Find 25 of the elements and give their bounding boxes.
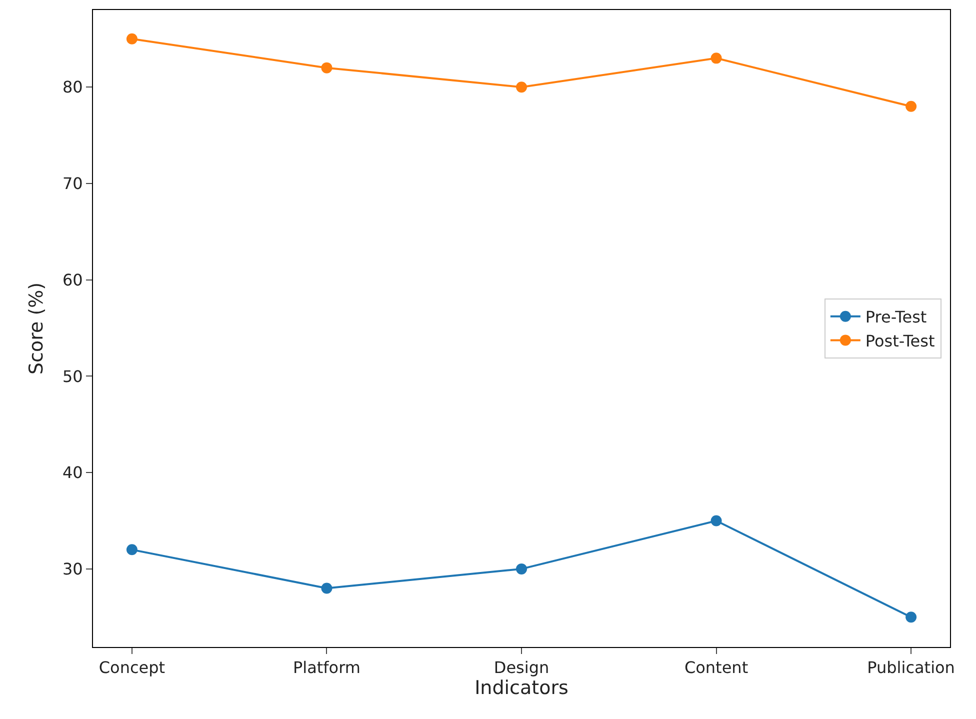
point <box>516 82 527 93</box>
x-axis-title: Indicators <box>474 677 568 700</box>
x-tick-label: Content <box>684 658 748 678</box>
legend-label: Pre-Test <box>865 308 927 327</box>
point <box>516 563 527 574</box>
x-tick-label: Publication <box>867 658 955 678</box>
x-tick-label: Design <box>494 658 550 678</box>
y-tick-label: 60 <box>62 270 83 290</box>
point <box>710 52 722 64</box>
x-tick-label: Concept <box>98 658 166 678</box>
point <box>126 544 138 556</box>
x-tick-label: Platform <box>292 658 360 678</box>
y-axis-title: Score (%) <box>25 282 48 375</box>
point <box>126 33 138 44</box>
y-tick-label: 80 <box>62 78 83 97</box>
y-tick-label: 70 <box>62 174 83 194</box>
point <box>321 62 332 74</box>
point <box>710 515 722 526</box>
point <box>321 582 332 594</box>
y-tick-label: 50 <box>62 366 83 386</box>
y-tick-label: 40 <box>62 463 83 482</box>
legend-label: Post-Test <box>865 331 935 350</box>
point <box>906 100 917 112</box>
y-tick-label: 30 <box>62 560 83 579</box>
point <box>906 612 917 623</box>
